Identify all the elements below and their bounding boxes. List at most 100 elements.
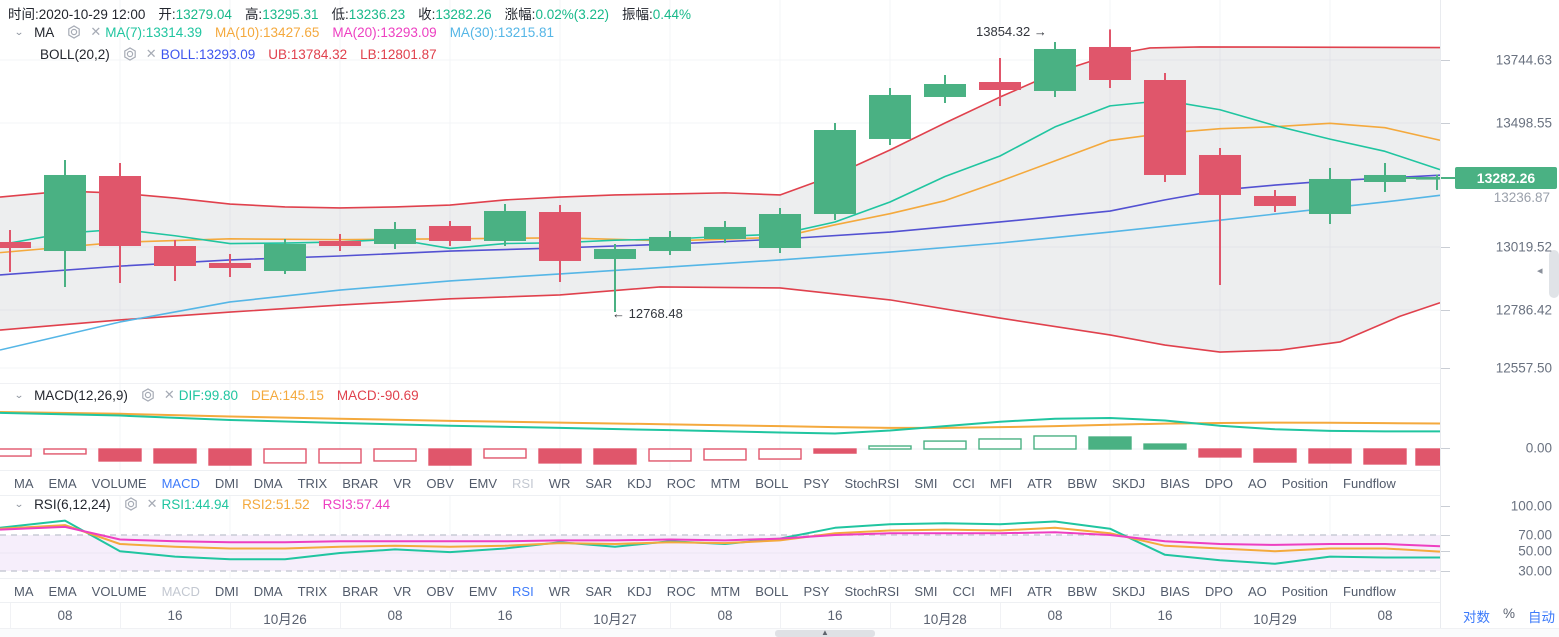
close-icon[interactable]: ✕ bbox=[90, 24, 102, 39]
tab-ao[interactable]: AO bbox=[1247, 583, 1267, 599]
auto-scale-button[interactable]: 自动 bbox=[1528, 610, 1555, 625]
tab-trix[interactable]: TRIX bbox=[297, 583, 328, 599]
tab-dpo[interactable]: DPO bbox=[1204, 583, 1233, 599]
settings-icon[interactable] bbox=[123, 47, 137, 61]
price-tick: 12786.42 bbox=[1495, 302, 1552, 318]
tab-ao[interactable]: AO bbox=[1247, 475, 1267, 491]
tab-smi[interactable]: SMI bbox=[914, 475, 938, 491]
tab-vr[interactable]: VR bbox=[393, 583, 412, 599]
tab-atr[interactable]: ATR bbox=[1027, 475, 1053, 491]
scrollbar-thumb[interactable]: ▲ bbox=[775, 628, 875, 637]
macd-histogram-bar bbox=[1415, 448, 1441, 466]
tab-roc[interactable]: ROC bbox=[666, 475, 696, 491]
tab-ema[interactable]: EMA bbox=[48, 583, 77, 599]
tab-rsi[interactable]: RSI bbox=[512, 583, 534, 599]
tab-bbw[interactable]: BBW bbox=[1067, 583, 1097, 599]
horizontal-scrollbar[interactable]: ▲ bbox=[0, 628, 1559, 637]
collapse-left-icon[interactable]: ◂ bbox=[1537, 265, 1543, 277]
tab-dma[interactable]: DMA bbox=[253, 583, 283, 599]
tab-dpo[interactable]: DPO bbox=[1204, 475, 1233, 491]
tab-vr[interactable]: VR bbox=[393, 475, 412, 491]
chevron-down-icon[interactable]: ⌄ bbox=[14, 498, 25, 510]
percent-scale-button[interactable]: % bbox=[1502, 606, 1515, 621]
scroll-up-icon[interactable]: ▲ bbox=[821, 628, 829, 637]
tab-atr[interactable]: ATR bbox=[1027, 583, 1053, 599]
tab-dma[interactable]: DMA bbox=[253, 475, 283, 491]
boll_lower-line bbox=[0, 286, 1441, 353]
close-icon[interactable]: ✕ bbox=[146, 496, 158, 511]
tab-stochrsi[interactable]: StochRSI bbox=[844, 583, 900, 599]
chart-canvas[interactable] bbox=[0, 0, 1441, 628]
rsi-value: RSI1:44.94 bbox=[161, 496, 230, 512]
tab-volume[interactable]: VOLUME bbox=[91, 475, 147, 491]
tab-bias[interactable]: BIAS bbox=[1160, 475, 1190, 491]
tab-fundflow[interactable]: Fundflow bbox=[1343, 583, 1396, 599]
tab-wr[interactable]: WR bbox=[548, 475, 571, 491]
tab-ma[interactable]: MA bbox=[14, 583, 34, 599]
chevron-down-icon[interactable]: ⌄ bbox=[14, 26, 25, 38]
tab-kdj[interactable]: KDJ bbox=[627, 475, 652, 491]
price-tick: 70.00 bbox=[1518, 527, 1552, 543]
boll-value: LB:12801.87 bbox=[360, 46, 437, 62]
settings-icon[interactable] bbox=[67, 25, 81, 39]
tab-obv[interactable]: OBV bbox=[426, 475, 454, 491]
time-value: 2020-10-29 12:00 bbox=[38, 7, 146, 22]
macd-histogram-bar bbox=[428, 448, 472, 466]
tab-cci[interactable]: CCI bbox=[952, 475, 975, 491]
candle-body bbox=[1089, 46, 1131, 80]
tab-sar[interactable]: SAR bbox=[585, 583, 613, 599]
tab-ema[interactable]: EMA bbox=[48, 475, 77, 491]
tab-roc[interactable]: ROC bbox=[666, 583, 696, 599]
tab-dmi[interactable]: DMI bbox=[214, 583, 239, 599]
tab-brar[interactable]: BRAR bbox=[342, 583, 379, 599]
tab-skdj[interactable]: SKDJ bbox=[1111, 583, 1146, 599]
macd-histogram-bar bbox=[648, 448, 692, 462]
tab-emv[interactable]: EMV bbox=[468, 583, 498, 599]
close-icon[interactable]: ✕ bbox=[145, 46, 157, 61]
tab-smi[interactable]: SMI bbox=[914, 583, 938, 599]
tab-macd[interactable]: MACD bbox=[161, 475, 200, 491]
tick-mark bbox=[1441, 535, 1450, 536]
tab-psy[interactable]: PSY bbox=[803, 475, 830, 491]
tab-boll[interactable]: BOLL bbox=[755, 583, 789, 599]
tab-mtm[interactable]: MTM bbox=[710, 583, 741, 599]
tab-wr[interactable]: WR bbox=[548, 583, 571, 599]
high-annotation: 13854.32 → bbox=[976, 24, 1047, 39]
tab-psy[interactable]: PSY bbox=[803, 583, 830, 599]
tab-stochrsi[interactable]: StochRSI bbox=[844, 475, 900, 491]
tab-kdj[interactable]: KDJ bbox=[627, 583, 652, 599]
tab-boll[interactable]: BOLL bbox=[755, 475, 789, 491]
close-icon[interactable]: ✕ bbox=[163, 387, 175, 402]
tab-rsi[interactable]: RSI bbox=[512, 475, 534, 491]
tab-bias[interactable]: BIAS bbox=[1160, 583, 1190, 599]
tab-brar[interactable]: BRAR bbox=[342, 475, 379, 491]
axis-scrollbar-thumb[interactable] bbox=[1549, 250, 1559, 298]
price-axis[interactable]: 13236.87 13282.26 ◂ 13744.63 13498.55 1301… bbox=[1440, 0, 1559, 628]
settings-icon[interactable] bbox=[124, 497, 138, 511]
tab-bbw[interactable]: BBW bbox=[1067, 475, 1097, 491]
tab-macd[interactable]: MACD bbox=[161, 583, 200, 599]
price-tick: 13019.52 bbox=[1495, 239, 1552, 255]
tab-mfi[interactable]: MFI bbox=[989, 475, 1013, 491]
tab-cci[interactable]: CCI bbox=[952, 583, 975, 599]
tab-sar[interactable]: SAR bbox=[585, 475, 613, 491]
boll-value: UB:13784.32 bbox=[268, 46, 348, 62]
tab-emv[interactable]: EMV bbox=[468, 475, 498, 491]
tab-trix[interactable]: TRIX bbox=[297, 475, 328, 491]
tab-obv[interactable]: OBV bbox=[426, 583, 454, 599]
tab-volume[interactable]: VOLUME bbox=[91, 583, 147, 599]
tab-mtm[interactable]: MTM bbox=[710, 475, 741, 491]
tab-mfi[interactable]: MFI bbox=[989, 583, 1013, 599]
time-axis[interactable]: 08 16 10月26 08 16 10月27 08 16 10月28 08 16 10月29 08 bbox=[0, 602, 1441, 629]
candle-body bbox=[1309, 178, 1351, 214]
tab-position[interactable]: Position bbox=[1281, 475, 1329, 491]
tab-skdj[interactable]: SKDJ bbox=[1111, 475, 1146, 491]
log-scale-button[interactable]: 对数 bbox=[1462, 610, 1490, 625]
price-tick: 12557.50 bbox=[1495, 360, 1552, 376]
tab-ma[interactable]: MA bbox=[14, 475, 34, 491]
tab-dmi[interactable]: DMI bbox=[214, 475, 239, 491]
tab-position[interactable]: Position bbox=[1281, 583, 1329, 599]
chevron-down-icon[interactable]: ⌄ bbox=[14, 389, 25, 401]
tab-fundflow[interactable]: Fundflow bbox=[1343, 475, 1396, 491]
settings-icon[interactable] bbox=[141, 388, 155, 402]
